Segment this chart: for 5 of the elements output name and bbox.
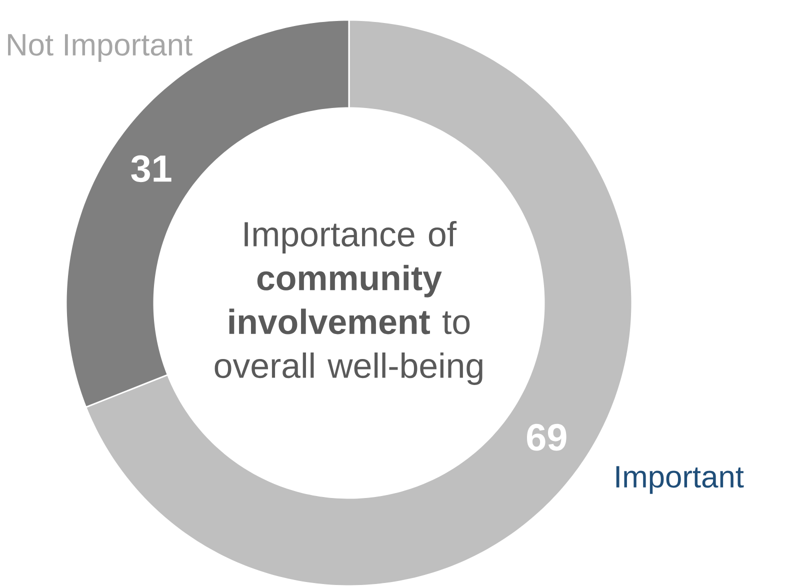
slice-label: Not Important bbox=[8, 34, 192, 62]
text: Importance of community involvement to overall well-being bbox=[214, 221, 482, 385]
data-label: 31 bbox=[131, 155, 172, 182]
data-label: 69 bbox=[527, 424, 566, 451]
slice-label: Important bbox=[616, 466, 744, 494]
